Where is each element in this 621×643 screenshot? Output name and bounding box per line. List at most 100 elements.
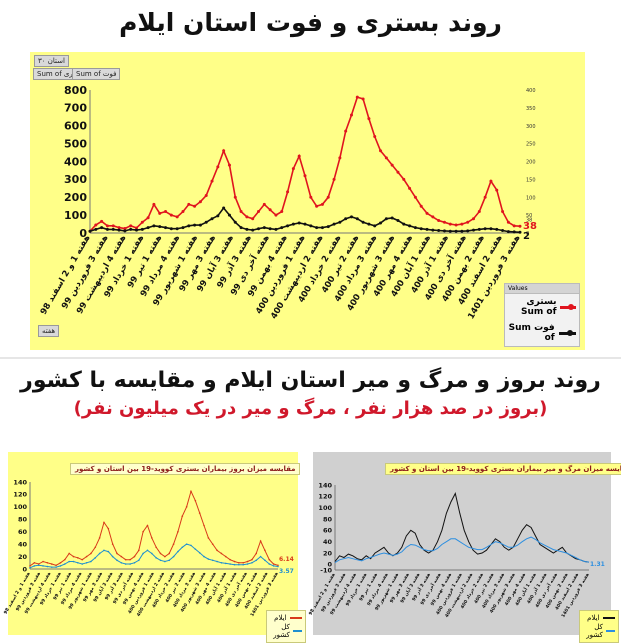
data-point <box>483 195 487 199</box>
data-point <box>158 211 162 215</box>
province-filter-button[interactable]: استان ۳۰ <box>34 55 69 67</box>
legend-header: Values <box>505 284 579 294</box>
data-point <box>207 537 210 539</box>
data-point <box>408 186 412 190</box>
data-point <box>216 549 218 552</box>
week-field-button[interactable]: هفته <box>38 325 60 337</box>
data-point <box>146 216 150 220</box>
data-point <box>326 195 330 199</box>
y-tick-label: 40 <box>18 540 28 548</box>
y2-tick-label: 200 <box>526 160 536 166</box>
end-label-country: 3.57 <box>279 568 294 575</box>
legend-label-hosp: بستری Sum of <box>520 297 557 317</box>
data-point <box>55 566 57 568</box>
data-point <box>512 224 516 228</box>
data-point <box>373 224 377 228</box>
data-point <box>466 220 470 224</box>
series-line-0 <box>334 492 590 563</box>
data-point <box>272 565 275 567</box>
data-point <box>68 552 70 555</box>
end-label-ilam: 6.14 <box>279 556 294 563</box>
data-point <box>257 210 261 214</box>
data-point <box>518 230 522 234</box>
data-point <box>495 188 499 192</box>
data-point <box>297 221 301 225</box>
data-point <box>259 540 262 542</box>
data-point <box>320 226 324 230</box>
data-point <box>158 225 162 229</box>
data-point <box>210 217 214 221</box>
data-point <box>477 210 481 214</box>
data-point <box>239 210 243 214</box>
data-point <box>204 193 208 197</box>
data-point <box>116 552 118 555</box>
data-point <box>367 222 371 226</box>
data-point <box>460 229 464 233</box>
data-point <box>280 210 284 214</box>
data-point <box>42 560 44 563</box>
data-point <box>286 190 290 194</box>
data-point <box>220 561 223 564</box>
data-point <box>111 227 115 231</box>
data-point <box>309 195 313 199</box>
y-tick-label: 400 <box>64 155 87 168</box>
data-point <box>203 555 205 558</box>
data-point <box>151 537 153 539</box>
data-point <box>81 558 84 561</box>
data-point <box>59 561 62 564</box>
data-point <box>338 156 342 160</box>
data-point <box>152 224 156 228</box>
data-point <box>233 560 236 563</box>
data-point <box>268 558 271 561</box>
data-point <box>211 543 214 545</box>
field-button-death[interactable]: فوت Sum of <box>72 68 121 80</box>
data-point <box>181 210 185 214</box>
data-point <box>85 561 88 564</box>
data-point <box>33 565 36 567</box>
data-point <box>442 229 446 233</box>
data-point <box>29 566 31 569</box>
data-point <box>268 208 272 212</box>
y-tick-label: 40 <box>323 538 333 546</box>
legend3-label-country: کل کشور <box>586 623 603 639</box>
data-point <box>155 557 157 559</box>
data-point <box>355 95 359 99</box>
data-point <box>175 215 179 219</box>
data-point <box>187 202 191 206</box>
data-point <box>193 223 197 227</box>
data-point <box>77 561 79 564</box>
data-point <box>268 227 272 231</box>
data-point <box>222 149 226 153</box>
data-point <box>257 227 261 231</box>
data-point <box>190 544 192 547</box>
data-point <box>64 563 66 565</box>
data-point <box>129 563 131 565</box>
data-point <box>390 163 394 167</box>
y2-tick-label: 0 <box>526 231 529 237</box>
data-point <box>506 230 510 234</box>
data-point <box>146 226 150 230</box>
data-point <box>129 558 131 561</box>
chart-mortality-comparison: -10 0 20 40 60 80 100 120 140 98 هفته 1 و 2 اسفند… <box>308 452 621 643</box>
data-point <box>98 537 101 539</box>
y-tick-label: 500 <box>64 137 87 150</box>
y2-tick-label: 50 <box>526 213 532 219</box>
data-point <box>489 227 493 231</box>
data-point <box>142 530 144 533</box>
data-point <box>242 561 244 564</box>
data-point <box>103 521 105 524</box>
data-point <box>164 210 168 214</box>
data-point <box>181 226 185 230</box>
data-point <box>194 548 197 550</box>
series-line-1 <box>89 206 521 234</box>
data-point <box>448 229 452 233</box>
data-point <box>168 552 171 555</box>
data-point <box>105 224 109 228</box>
y-tick-label: 120 <box>13 491 27 499</box>
data-point <box>124 558 127 561</box>
data-point <box>437 218 441 222</box>
data-point <box>291 222 295 226</box>
data-point <box>133 555 136 558</box>
data-point <box>472 228 476 232</box>
